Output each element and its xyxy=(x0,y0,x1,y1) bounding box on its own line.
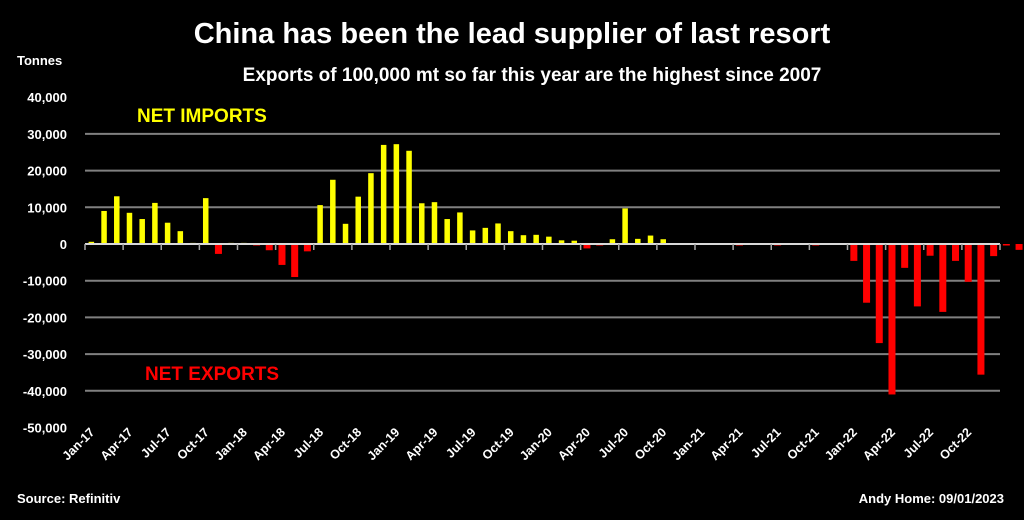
bar xyxy=(177,231,184,244)
bar xyxy=(1002,244,1010,246)
bar xyxy=(431,202,438,244)
source-note: Source: Refinitiv xyxy=(17,491,121,506)
x-tick-label: Jul-22 xyxy=(901,425,936,460)
y-tick-label: -30,000 xyxy=(23,347,67,362)
y-tick-label: -20,000 xyxy=(23,310,67,325)
y-tick-label: 20,000 xyxy=(27,164,67,179)
x-tick-label: Oct-18 xyxy=(327,425,364,462)
bar xyxy=(875,244,883,344)
x-tick-label: Apr-20 xyxy=(555,425,593,463)
bar xyxy=(863,244,871,303)
net-exports-annotation: NET EXPORTS xyxy=(145,364,280,385)
bar xyxy=(202,198,209,244)
bars xyxy=(88,144,1023,395)
bar xyxy=(355,196,361,244)
x-tick-label: Oct-19 xyxy=(479,425,516,462)
bar xyxy=(393,144,400,244)
x-tick-label: Jul-19 xyxy=(443,425,478,460)
bar xyxy=(114,196,120,244)
bar xyxy=(533,234,539,244)
bar xyxy=(571,240,578,244)
bar xyxy=(952,244,960,261)
x-tick-label: Apr-18 xyxy=(250,425,288,463)
x-tick-label: Jan-21 xyxy=(670,425,708,463)
bar xyxy=(622,208,628,244)
bar xyxy=(558,240,565,244)
bar xyxy=(520,235,527,244)
chart-title: China has been the lead supplier of last… xyxy=(193,18,831,50)
bar xyxy=(380,144,387,244)
bar xyxy=(977,244,985,375)
bar xyxy=(913,244,921,307)
bar xyxy=(609,239,616,244)
x-tick-label: Jan-20 xyxy=(517,425,555,463)
bar xyxy=(583,244,591,249)
bar xyxy=(495,223,501,244)
author-credit: Andy Home: 09/01/2023 xyxy=(858,491,1004,506)
x-tick-label: Oct-17 xyxy=(174,425,211,462)
x-tick-label: Jan-18 xyxy=(212,425,250,463)
bar xyxy=(457,212,463,244)
bar xyxy=(1015,244,1023,250)
x-tick-label: Apr-17 xyxy=(98,425,136,463)
x-tick-label: Jul-21 xyxy=(748,425,783,460)
y-tick-label: -50,000 xyxy=(23,421,67,436)
bar xyxy=(139,219,145,244)
bar xyxy=(926,244,934,256)
y-tick-label: 40,000 xyxy=(27,90,67,105)
x-tick-label: Apr-19 xyxy=(403,425,441,463)
bar xyxy=(964,244,972,282)
y-tick-label: 10,000 xyxy=(27,200,67,215)
bar xyxy=(469,230,476,244)
chart-subtitle: Exports of 100,000 mt so far this year a… xyxy=(242,65,822,86)
bar xyxy=(101,210,107,244)
bar xyxy=(482,227,489,244)
gridlines xyxy=(85,132,1000,392)
bar xyxy=(164,222,171,244)
bar xyxy=(635,238,641,244)
x-tick-label: Apr-22 xyxy=(860,425,898,463)
y-axis-label: Tonnes xyxy=(17,53,63,68)
x-tick-label: Jul-18 xyxy=(291,425,326,460)
bar xyxy=(214,244,222,254)
bar xyxy=(647,235,654,244)
bar xyxy=(126,212,133,244)
x-tick-label: Oct-21 xyxy=(784,425,821,462)
bar xyxy=(278,244,286,265)
net-imports-annotation: NET IMPORTS xyxy=(137,106,267,127)
bar xyxy=(939,244,947,312)
x-tick-label: Jan-22 xyxy=(822,425,860,463)
bar xyxy=(660,239,666,244)
bar xyxy=(303,244,311,252)
bar xyxy=(888,244,896,395)
bar xyxy=(850,244,858,261)
bar xyxy=(330,179,336,244)
y-tick-label: -40,000 xyxy=(23,384,67,399)
bar xyxy=(152,202,158,244)
bar xyxy=(901,244,909,268)
x-tick-label: Oct-20 xyxy=(632,425,669,462)
y-axis-ticks: 40,000 30,000 20,000 10,000 0 -10,000 -20,000 -… xyxy=(23,90,67,435)
bar xyxy=(265,244,273,251)
bar xyxy=(507,231,514,244)
bar xyxy=(444,219,450,244)
bar xyxy=(291,244,299,278)
y-tick-label: -10,000 xyxy=(23,274,67,289)
bar xyxy=(990,244,998,257)
bar xyxy=(406,150,412,244)
y-tick-label: 0 xyxy=(60,237,67,252)
bar xyxy=(546,236,552,244)
x-tick-label: Jul-20 xyxy=(596,425,631,460)
y-tick-label: 30,000 xyxy=(27,127,67,142)
x-tick-label: Jan-19 xyxy=(365,425,403,463)
x-tick-label: Apr-21 xyxy=(708,425,746,463)
bar xyxy=(342,223,349,244)
bar xyxy=(88,241,95,244)
bar xyxy=(419,203,425,244)
bar xyxy=(368,173,374,244)
x-tick-label: Oct-22 xyxy=(937,425,974,462)
x-tick-label: Jul-17 xyxy=(138,425,173,460)
bar xyxy=(317,205,323,244)
